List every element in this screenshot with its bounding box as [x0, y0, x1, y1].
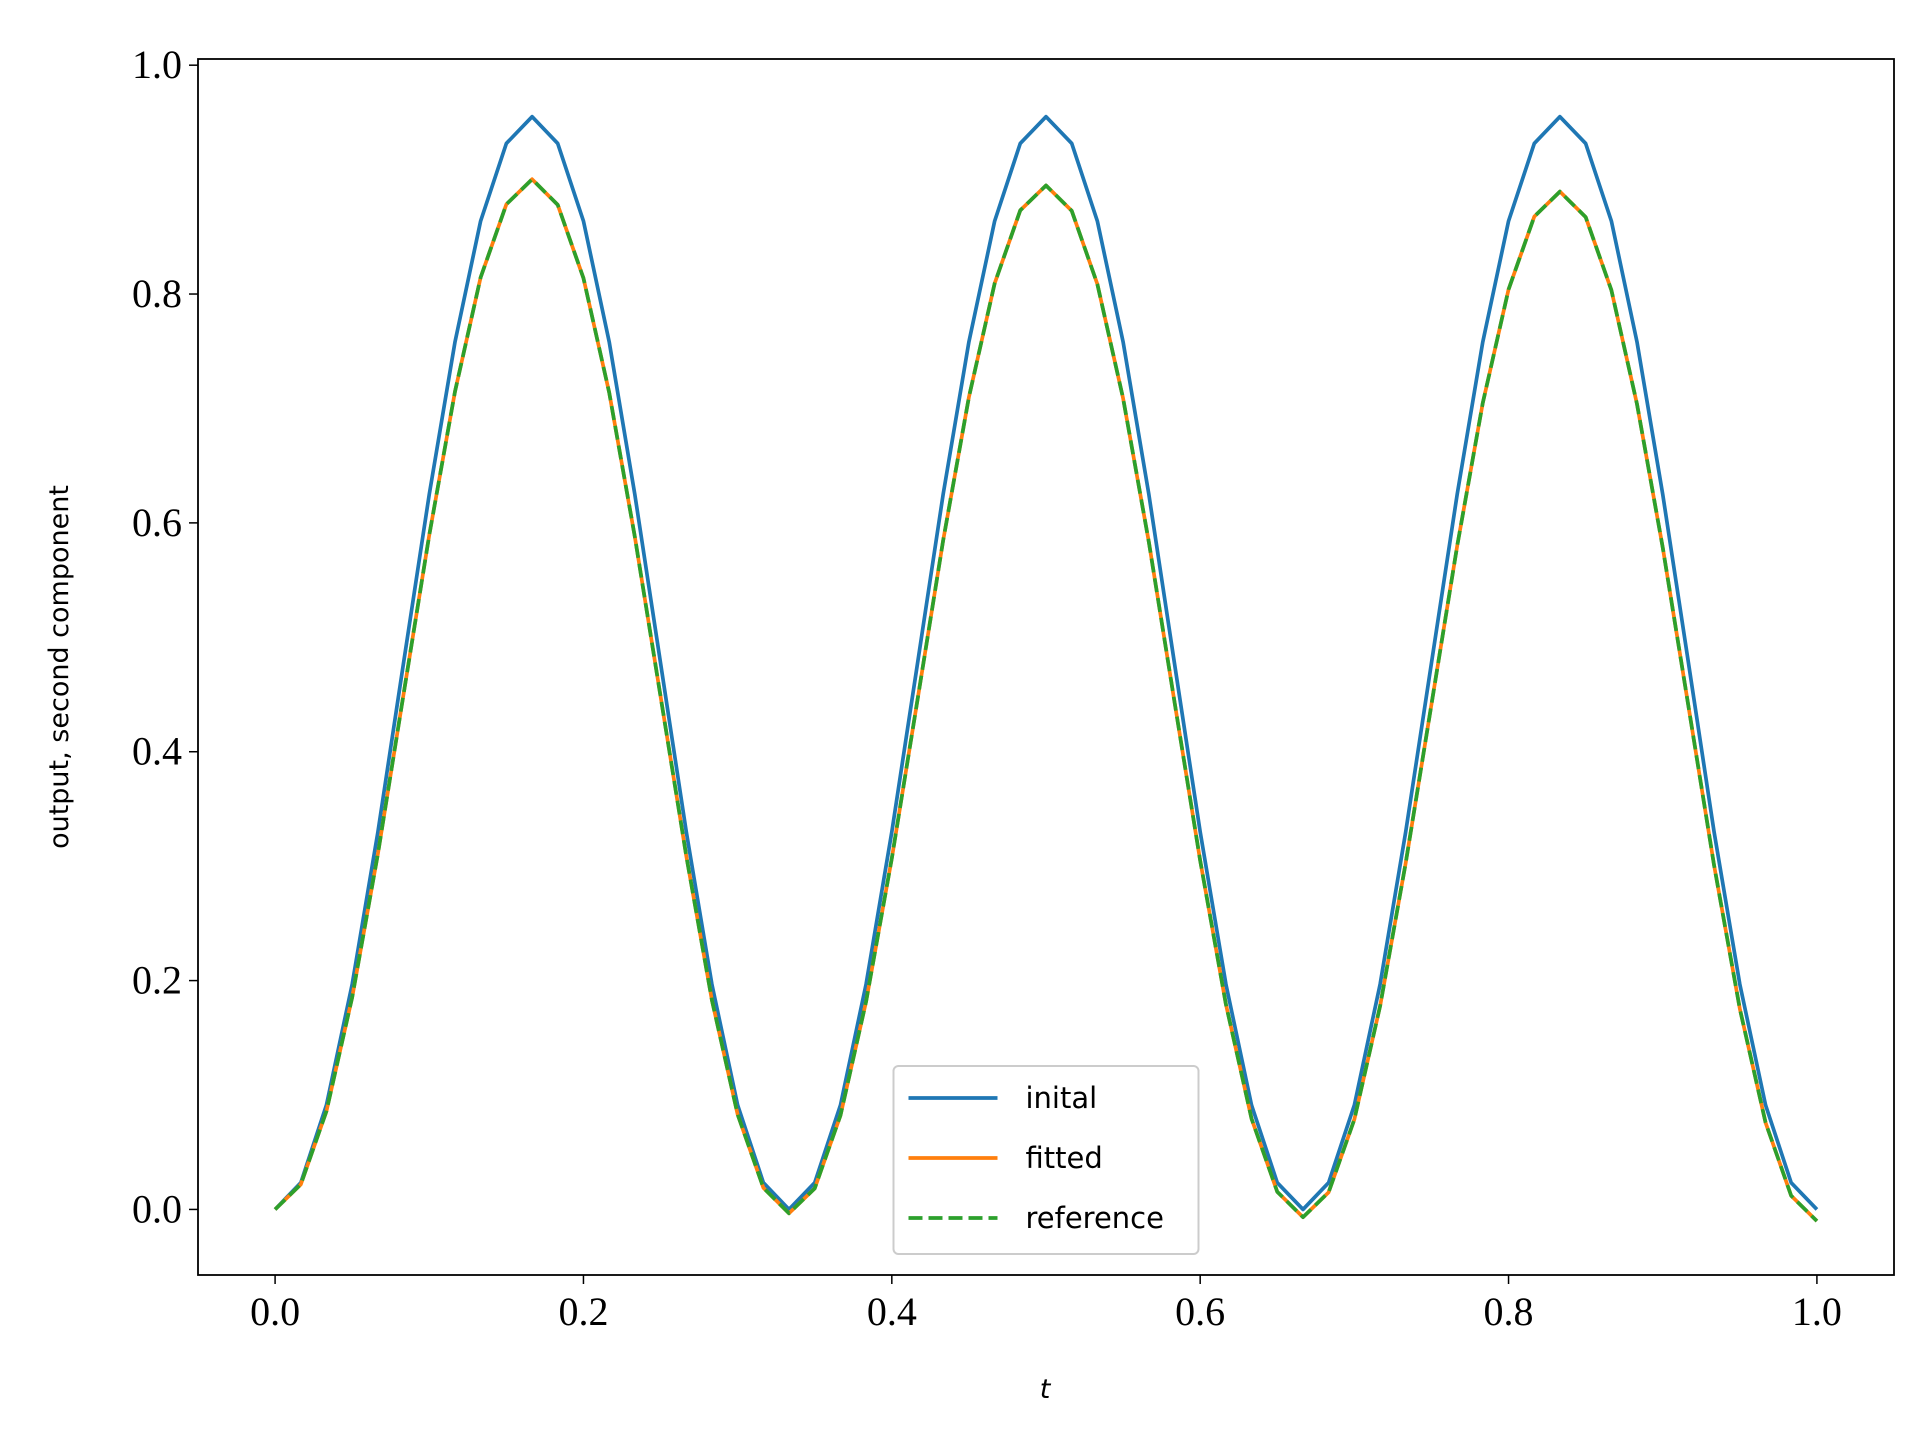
x-tick-label: 0.6 [1175, 1289, 1225, 1334]
x-tick-label: 0.2 [558, 1289, 608, 1334]
legend-label: fitted [1026, 1141, 1103, 1175]
y-axis-label: output, second component [44, 485, 75, 849]
x-tick-label: 1.0 [1792, 1289, 1842, 1334]
legend-label: inital [1026, 1081, 1098, 1115]
y-tick-label: 0.0 [132, 1186, 182, 1231]
legend-label: reference [1026, 1201, 1164, 1235]
series-line [273, 177, 1819, 1223]
plot-frame [197, 58, 1895, 1276]
legend-box [892, 1065, 1200, 1255]
y-tick-label: 0.6 [132, 500, 182, 545]
y-tick-label: 0.4 [132, 729, 182, 774]
x-tick-label: 0.4 [867, 1289, 917, 1334]
series-line [273, 114, 1819, 1212]
x-axis-label: t [1040, 1374, 1052, 1405]
x-tick-label: 0.8 [1484, 1289, 1534, 1334]
x-tick-label: 0.0 [250, 1289, 300, 1334]
y-tick-label: 0.2 [132, 958, 182, 1003]
y-tick-label: 0.8 [132, 271, 182, 316]
y-tick-label: 1.0 [132, 42, 182, 87]
